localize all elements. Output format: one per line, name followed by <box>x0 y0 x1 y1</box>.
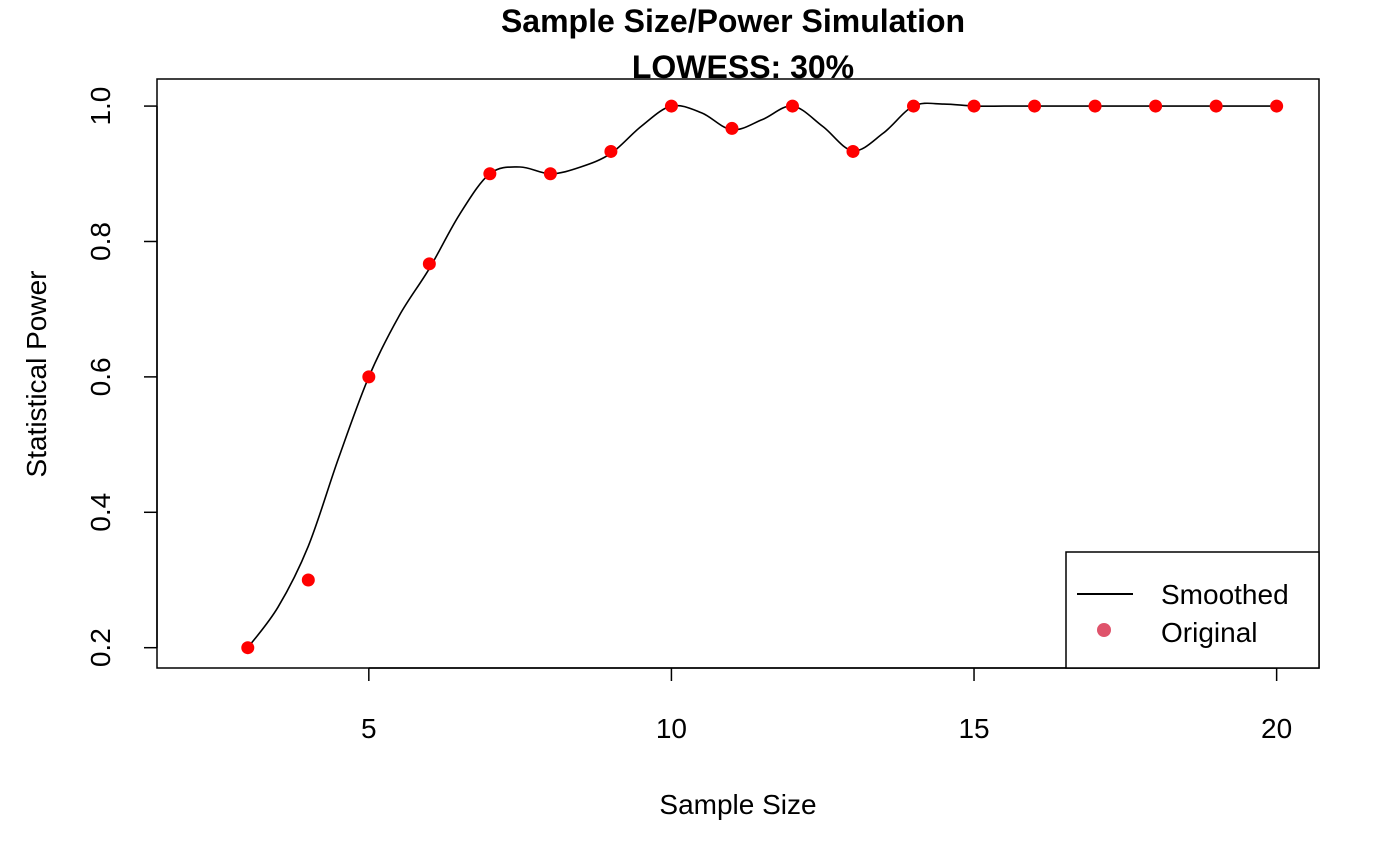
legend-label-original: Original <box>1161 617 1257 648</box>
legend-box <box>1065 551 1320 669</box>
data-point-original <box>967 99 981 113</box>
data-point-original <box>1028 99 1042 113</box>
x-tick-label: 10 <box>656 713 687 744</box>
data-point-original <box>1209 99 1223 113</box>
data-point-original <box>846 144 860 158</box>
data-point-original <box>785 99 799 113</box>
legend: Smoothed Original <box>1065 551 1320 669</box>
x-tick-label: 5 <box>361 713 377 744</box>
data-point-original <box>301 573 315 587</box>
data-point-original <box>241 641 255 655</box>
legend-symbol-original <box>1097 623 1111 637</box>
data-point-original <box>1149 99 1163 113</box>
series-line-smoothed <box>247 102 1277 649</box>
x-axis: 5 10 15 20 <box>361 667 1292 744</box>
legend-label-smoothed: Smoothed <box>1161 579 1289 610</box>
data-point-original <box>543 167 557 181</box>
data-point-original <box>422 257 436 271</box>
y-tick-label: 0.2 <box>85 628 116 667</box>
x-tick-label: 15 <box>958 713 989 744</box>
data-point-original <box>483 167 497 181</box>
series-layer <box>241 99 1284 655</box>
data-point-original <box>362 370 376 384</box>
data-point-original <box>1088 99 1102 113</box>
chart-title: Sample Size/Power Simulation <box>501 3 965 39</box>
data-point-original <box>664 99 678 113</box>
y-tick-label: 1.0 <box>85 87 116 126</box>
y-axis-label: Statistical Power <box>21 271 52 478</box>
y-tick-label: 0.4 <box>85 493 116 532</box>
data-point-original <box>604 144 618 158</box>
y-tick-label: 0.6 <box>85 357 116 396</box>
data-point-original <box>725 121 739 135</box>
x-axis-label: Sample Size <box>659 789 816 820</box>
y-axis: 0.2 0.4 0.6 0.8 1.0 <box>85 87 158 667</box>
x-tick-label: 20 <box>1261 713 1292 744</box>
data-point-original <box>907 99 921 113</box>
data-point-original <box>1270 99 1284 113</box>
y-tick-label: 0.8 <box>85 222 116 261</box>
